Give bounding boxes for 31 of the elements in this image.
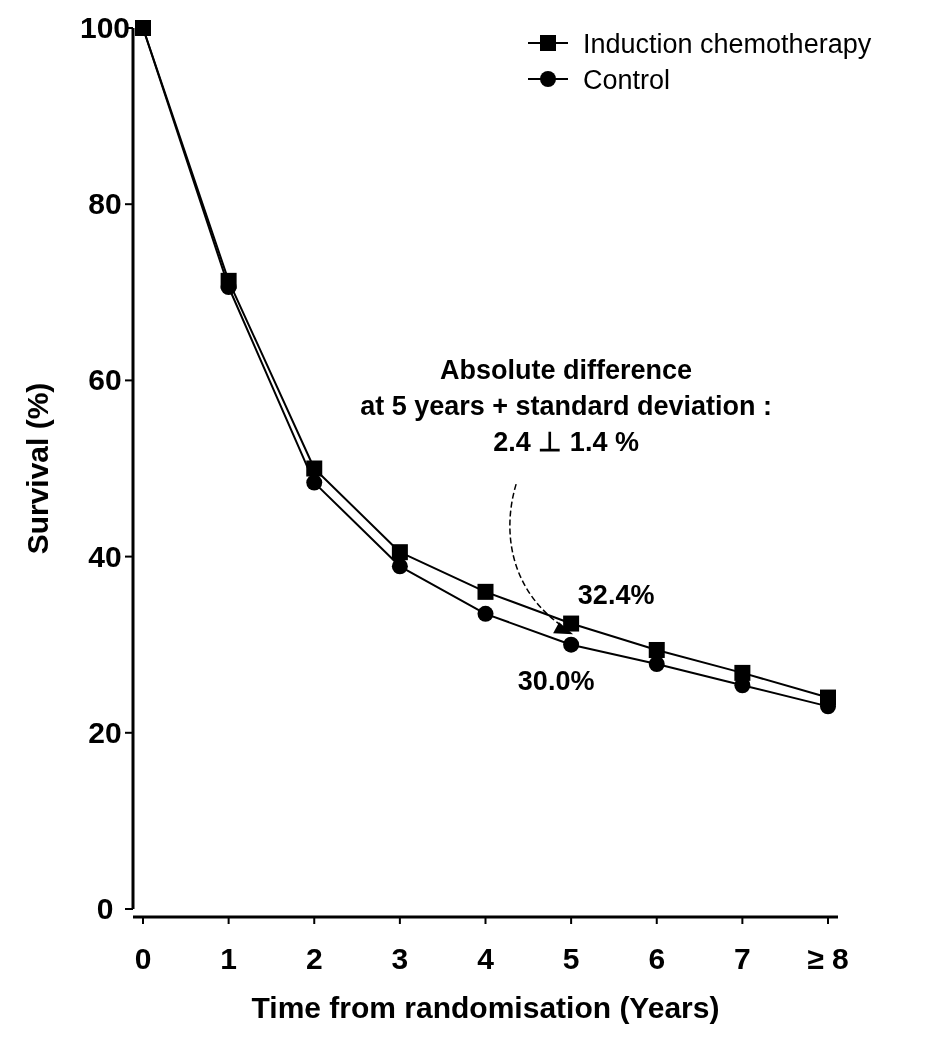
point [648, 656, 665, 673]
x-tick-label: 2 [305, 942, 323, 975]
x-tick-label: 1 [220, 942, 237, 975]
y-tick-label: 40 [88, 539, 122, 573]
x-tick-label: 4 [477, 942, 495, 975]
y-tick-label: 100 [79, 11, 131, 44]
y-tick-label: 60 [88, 363, 122, 397]
x-tick-label: 3 [391, 942, 409, 975]
y-tick-label: 0 [96, 892, 114, 925]
point [391, 544, 408, 561]
point [477, 583, 494, 600]
y-tick-label: 80 [88, 187, 122, 221]
y-axis-title: Survival (%) [21, 382, 54, 555]
annotation: 30.0% [517, 665, 595, 696]
point [306, 474, 323, 491]
x-axis-title: Time from randomisation (Years) [251, 991, 720, 1024]
legend-label: Induction chemotherapy [583, 29, 872, 59]
y-tick-label: 20 [88, 715, 122, 749]
point [563, 615, 580, 632]
annotation: Absolute difference at 5 years + standard deviation : 2.4 ⊥ 1.4 % [360, 355, 773, 458]
point [648, 641, 665, 658]
x-tick-label: 0 [134, 942, 152, 975]
x-tick-label: 5 [562, 942, 580, 975]
x-tick-label: ≥ 8 [807, 942, 849, 975]
legend-label: Control [583, 65, 671, 95]
point [391, 558, 408, 575]
annotation: 32.4% [577, 579, 655, 610]
x-tick-label: 6 [648, 942, 666, 975]
point [563, 636, 580, 653]
point [477, 605, 494, 622]
x-tick-label: 7 [734, 942, 751, 975]
